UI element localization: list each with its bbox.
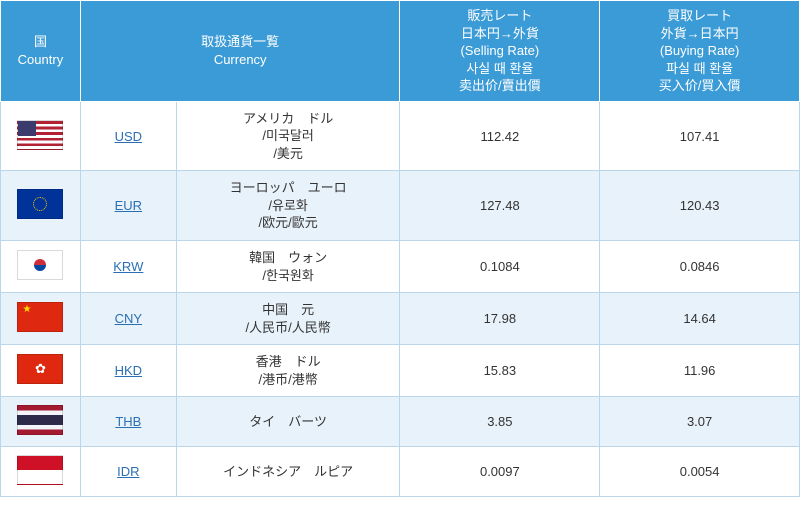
currency-code-link[interactable]: IDR	[117, 464, 139, 479]
currency-name-line: /미국달러	[181, 127, 396, 145]
currency-name-line: /유로화	[181, 197, 396, 215]
buying-rate-cell: 0.0054	[600, 447, 800, 497]
currency-name-cell: 香港 ドル/港币/港幣	[176, 345, 400, 397]
currency-code-cell: CNY	[80, 293, 176, 345]
currency-code-cell: HKD	[80, 345, 176, 397]
selling-rate-cell: 15.83	[400, 345, 600, 397]
currency-code-link[interactable]: KRW	[113, 259, 143, 274]
selling-rate-cell: 3.85	[400, 397, 600, 447]
header-selling-rate: 販売レート日本円→外貨(Selling Rate)사실 때 환율卖出价/賣出價	[400, 1, 600, 102]
hk-flag-icon	[17, 354, 63, 384]
selling-rate-cell: 0.1084	[400, 241, 600, 293]
selling-rate-cell: 127.48	[400, 171, 600, 241]
currency-name-cell: アメリカ ドル/미국달러/美元	[176, 101, 400, 171]
currency-name-line: /美元	[181, 145, 396, 163]
currency-code-link[interactable]: USD	[115, 129, 142, 144]
country-flag-cell	[1, 101, 81, 171]
country-flag-cell	[1, 241, 81, 293]
currency-name-line: /한국원화	[181, 267, 396, 285]
buying-rate-cell: 120.43	[600, 171, 800, 241]
currency-code-cell: THB	[80, 397, 176, 447]
table-row: KRW 韓国 ウォン/한국원화0.10840.0846	[1, 241, 800, 293]
table-row: CNY 中国 元/人民币/人民幣17.9814.64	[1, 293, 800, 345]
currency-name-cell: 中国 元/人民币/人民幣	[176, 293, 400, 345]
table-row: USD アメリカ ドル/미국달러/美元112.42107.41	[1, 101, 800, 171]
currency-code-link[interactable]: THB	[115, 414, 141, 429]
country-flag-cell	[1, 447, 81, 497]
header-currency: 取扱通貨一覧Currency	[80, 1, 400, 102]
country-flag-cell	[1, 397, 81, 447]
currency-name-cell: タイ バーツ	[176, 397, 400, 447]
table-row: IDR インドネシア ルピア0.00970.0054	[1, 447, 800, 497]
currency-name-line: ヨーロッパ ユーロ	[181, 179, 396, 197]
cn-flag-icon	[17, 302, 63, 332]
eu-flag-icon	[17, 189, 63, 219]
kr-flag-icon	[17, 250, 63, 280]
currency-name-line: インドネシア ルピア	[181, 463, 396, 481]
selling-rate-cell: 0.0097	[400, 447, 600, 497]
currency-code-link[interactable]: CNY	[115, 311, 142, 326]
currency-code-link[interactable]: EUR	[115, 198, 142, 213]
country-flag-cell	[1, 293, 81, 345]
currency-name-cell: インドネシア ルピア	[176, 447, 400, 497]
buying-rate-cell: 14.64	[600, 293, 800, 345]
selling-rate-cell: 112.42	[400, 101, 600, 171]
currency-name-line: 香港 ドル	[181, 353, 396, 371]
table-row: THB タイ バーツ3.853.07	[1, 397, 800, 447]
header-buying-rate: 買取レート外貨→日本円(Buying Rate)파실 때 환율买入价/買入價	[600, 1, 800, 102]
buying-rate-cell: 0.0846	[600, 241, 800, 293]
currency-code-cell: EUR	[80, 171, 176, 241]
buying-rate-cell: 11.96	[600, 345, 800, 397]
header-row: 国Country 取扱通貨一覧Currency 販売レート日本円→外貨(Sell…	[1, 1, 800, 102]
country-flag-cell	[1, 171, 81, 241]
us-flag-icon	[17, 120, 63, 150]
table-row: EUR ヨーロッパ ユーロ/유로화/欧元/歐元127.48120.43	[1, 171, 800, 241]
country-flag-cell	[1, 345, 81, 397]
currency-name-line: タイ バーツ	[181, 413, 396, 431]
selling-rate-cell: 17.98	[400, 293, 600, 345]
currency-code-cell: KRW	[80, 241, 176, 293]
currency-code-cell: USD	[80, 101, 176, 171]
th-flag-icon	[17, 405, 63, 435]
currency-name-line: 韓国 ウォン	[181, 249, 396, 267]
currency-code-link[interactable]: HKD	[115, 363, 142, 378]
currency-name-cell: 韓国 ウォン/한국원화	[176, 241, 400, 293]
id-flag-icon	[17, 455, 63, 485]
buying-rate-cell: 3.07	[600, 397, 800, 447]
currency-name-line: /欧元/歐元	[181, 214, 396, 232]
currency-name-line: アメリカ ドル	[181, 110, 396, 128]
table-row: HKD 香港 ドル/港币/港幣15.8311.96	[1, 345, 800, 397]
buying-rate-cell: 107.41	[600, 101, 800, 171]
currency-code-cell: IDR	[80, 447, 176, 497]
currency-name-line: /人民币/人民幣	[181, 319, 396, 337]
exchange-rate-table: 国Country 取扱通貨一覧Currency 販売レート日本円→外貨(Sell…	[0, 0, 800, 497]
currency-name-line: 中国 元	[181, 301, 396, 319]
currency-name-line: /港币/港幣	[181, 371, 396, 389]
currency-name-cell: ヨーロッパ ユーロ/유로화/欧元/歐元	[176, 171, 400, 241]
header-country: 国Country	[1, 1, 81, 102]
